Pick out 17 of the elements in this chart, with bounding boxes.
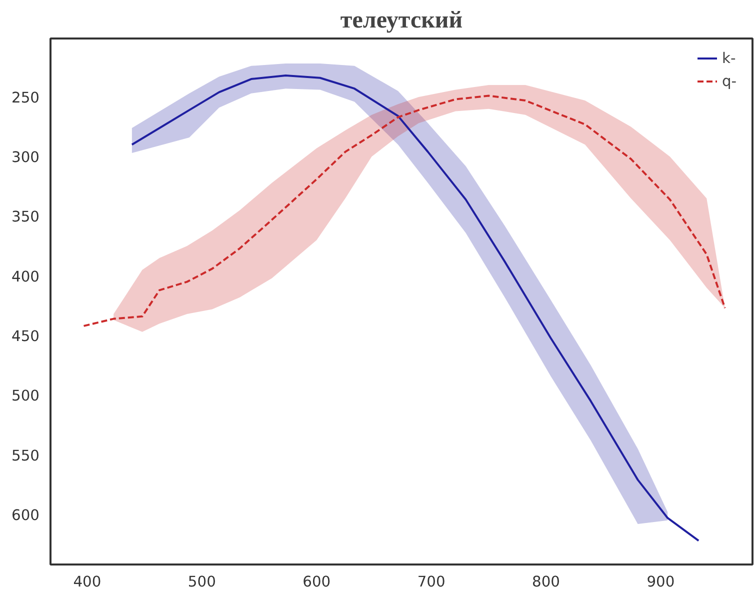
y-tick-label: 300 xyxy=(12,149,40,166)
chart-title: телеутский xyxy=(340,8,463,34)
y-tick-label: 550 xyxy=(12,447,40,464)
y-tick-label: 450 xyxy=(12,328,40,345)
y-tick-label: 400 xyxy=(12,268,40,286)
legend-label: k- xyxy=(722,50,737,66)
y-tick-label: 250 xyxy=(12,89,40,106)
legend-label: q- xyxy=(722,72,738,90)
y-tick-label: 600 xyxy=(12,506,40,524)
x-tick-label: 400 xyxy=(73,574,102,590)
x-tick-label: 500 xyxy=(188,574,216,590)
x-tick-label: 700 xyxy=(417,574,446,590)
x-tick-label: 900 xyxy=(646,574,675,590)
y-tick-label: 350 xyxy=(12,208,40,226)
y-tick-label: 500 xyxy=(12,388,40,405)
x-tick-label: 600 xyxy=(302,574,331,590)
x-tick-label: 800 xyxy=(532,574,560,590)
